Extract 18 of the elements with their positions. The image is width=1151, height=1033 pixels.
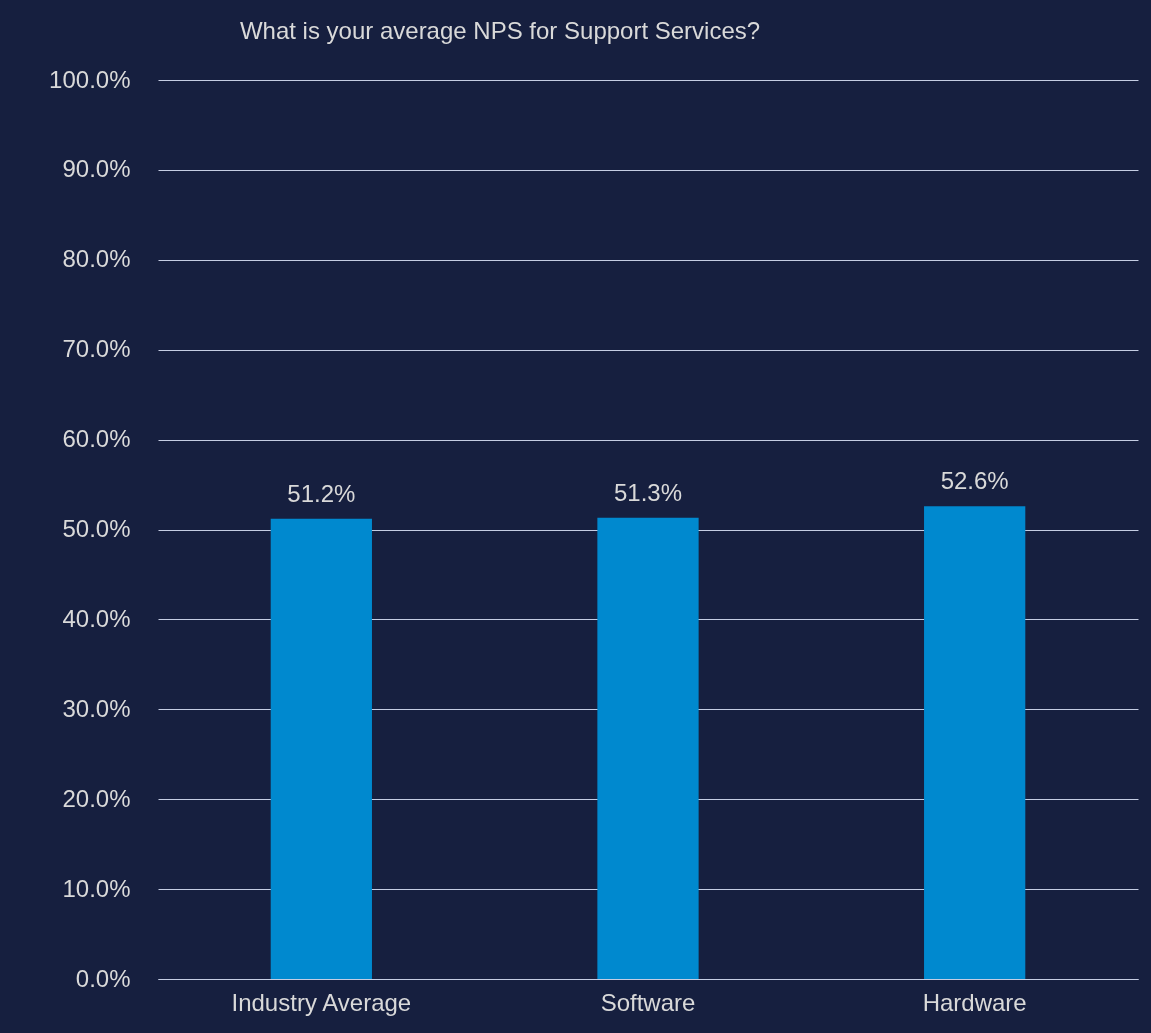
chart-title: What is your average NPS for Support Services?	[239, 17, 761, 44]
x-tick-label: Software	[600, 988, 696, 1016]
y-tick-label: 40.0%	[62, 604, 131, 632]
x-tick-label: Hardware	[922, 988, 1027, 1016]
data-label: 52.6%	[940, 467, 1009, 495]
x-tick-label: Industry Average	[231, 988, 412, 1016]
y-tick-label: 0.0%	[75, 964, 131, 992]
y-tick-label: 100.0%	[49, 65, 131, 93]
y-tick-label: 30.0%	[62, 694, 131, 722]
y-tick-label: 80.0%	[62, 245, 131, 273]
data-label: 51.3%	[613, 478, 683, 506]
y-tick-label: 20.0%	[62, 784, 131, 812]
y-tick-label: 90.0%	[62, 155, 131, 183]
y-tick-label: 10.0%	[62, 874, 131, 902]
y-tick-label: 50.0%	[62, 515, 131, 542]
y-tick-label: 70.0%	[62, 335, 131, 363]
data-label: 51.2%	[287, 479, 356, 507]
y-tick-label: 60.0%	[62, 425, 131, 453]
